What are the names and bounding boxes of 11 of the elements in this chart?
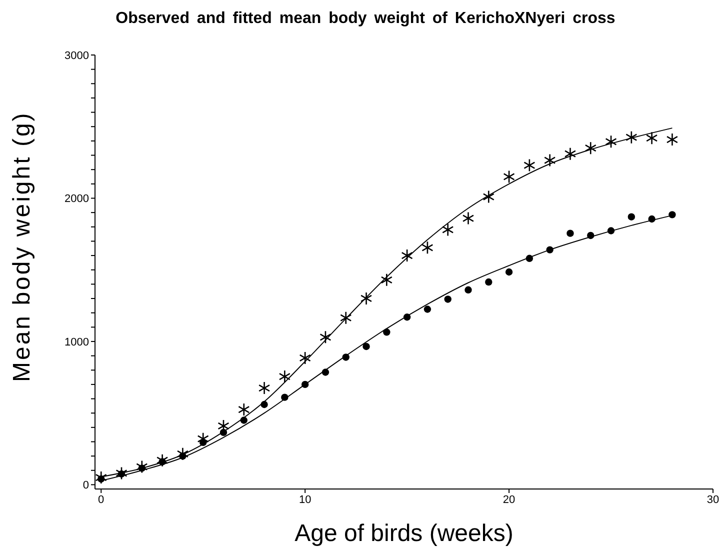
y-tick-label: 0	[82, 480, 89, 492]
x-tick-label: 10	[298, 494, 312, 506]
y-tick-label: 2000	[64, 193, 89, 206]
y-tick-label: 3000	[64, 50, 89, 62]
y-axis-title: Mean body weight (g)	[8, 111, 36, 382]
chart-title: Observed and fitted mean body weight of KerichoXNyeri cross	[114, 10, 616, 28]
x-tick-label: 20	[502, 494, 516, 506]
x-tick-label: 30	[706, 494, 720, 506]
x-tick-label: 0	[98, 494, 104, 506]
x-axis-title: Age of birds (weeks)	[294, 520, 514, 547]
y-tick-label: 1000	[64, 336, 89, 348]
